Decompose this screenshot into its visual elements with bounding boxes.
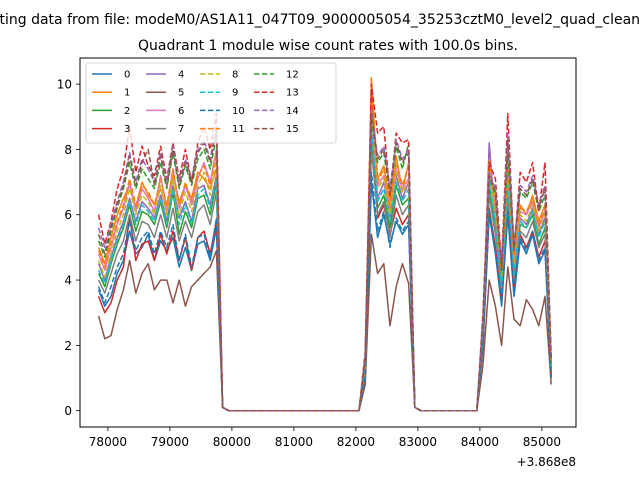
x-tick-label: 78000 bbox=[89, 435, 127, 449]
legend-label: 4 bbox=[178, 70, 184, 81]
x-tick-label: 79000 bbox=[151, 435, 189, 449]
chart-suptitle: Plotting data from file: modeM0/AS1A11_0… bbox=[0, 12, 640, 28]
y-tick-label: 2 bbox=[64, 339, 72, 353]
legend-label: 14 bbox=[286, 106, 299, 117]
legend-label: 10 bbox=[232, 106, 245, 117]
series-line-9 bbox=[97, 129, 552, 412]
legend-label: 2 bbox=[124, 106, 130, 117]
legend-item-4: 4 bbox=[146, 70, 184, 81]
x-tick-label: 82000 bbox=[337, 435, 375, 449]
legend-label: 3 bbox=[124, 124, 130, 135]
legend-label: 8 bbox=[232, 70, 238, 81]
legend-item-0: 0 bbox=[92, 70, 130, 81]
y-tick-label: 6 bbox=[64, 208, 72, 222]
y-axis: 0 2 4 6 8 10 bbox=[57, 78, 80, 418]
legend-label: 13 bbox=[286, 88, 299, 99]
legend-label: 6 bbox=[178, 106, 184, 117]
legend-label: 7 bbox=[178, 124, 184, 135]
legend-item-12: 12 bbox=[254, 70, 299, 81]
legend-label: 15 bbox=[286, 124, 299, 135]
legend-item-6: 6 bbox=[146, 106, 184, 117]
legend-item-5: 5 bbox=[146, 88, 184, 99]
legend-item-15: 15 bbox=[254, 124, 299, 135]
legend-item-11: 11 bbox=[200, 124, 245, 135]
x-axis: 78000 79000 80000 81000 82000 83000 84000 85000 bbox=[89, 427, 561, 449]
legend-item-13: 13 bbox=[254, 88, 299, 99]
legend-item-2: 2 bbox=[92, 106, 130, 117]
legend-item-10: 10 bbox=[200, 106, 245, 117]
legend-item-1: 1 bbox=[92, 88, 130, 99]
x-tick-label: 84000 bbox=[461, 435, 499, 449]
series-line-15 bbox=[97, 112, 552, 412]
y-tick-label: 10 bbox=[57, 78, 72, 92]
legend-label: 9 bbox=[232, 88, 238, 99]
legend-box bbox=[85, 62, 337, 144]
series-group bbox=[97, 76, 552, 412]
legend-item-3: 3 bbox=[92, 124, 130, 135]
legend-item-8: 8 bbox=[200, 70, 238, 81]
y-tick-label: 0 bbox=[64, 404, 72, 418]
y-tick-label: 8 bbox=[64, 143, 72, 157]
legend-label: 11 bbox=[232, 124, 245, 135]
legend-label: 1 bbox=[124, 88, 130, 99]
legend-item-7: 7 bbox=[146, 124, 184, 135]
x-tick-label: 85000 bbox=[523, 435, 561, 449]
y-tick-label: 4 bbox=[64, 274, 72, 288]
x-tick-label: 81000 bbox=[275, 435, 313, 449]
legend-item-14: 14 bbox=[254, 106, 299, 117]
plot-frame bbox=[79, 57, 577, 428]
chart-title: Quadrant 1 module wise count rates with … bbox=[138, 38, 518, 54]
x-tick-label: 83000 bbox=[399, 435, 437, 449]
legend-label: 0 bbox=[124, 70, 130, 81]
legend-label: 5 bbox=[178, 88, 184, 99]
legend-label: 12 bbox=[286, 70, 299, 81]
x-axis-offset-label: +3.868e8 bbox=[517, 455, 576, 469]
legend-item-9: 9 bbox=[200, 88, 238, 99]
plot-area bbox=[79, 57, 577, 428]
x-tick-label: 80000 bbox=[213, 435, 251, 449]
